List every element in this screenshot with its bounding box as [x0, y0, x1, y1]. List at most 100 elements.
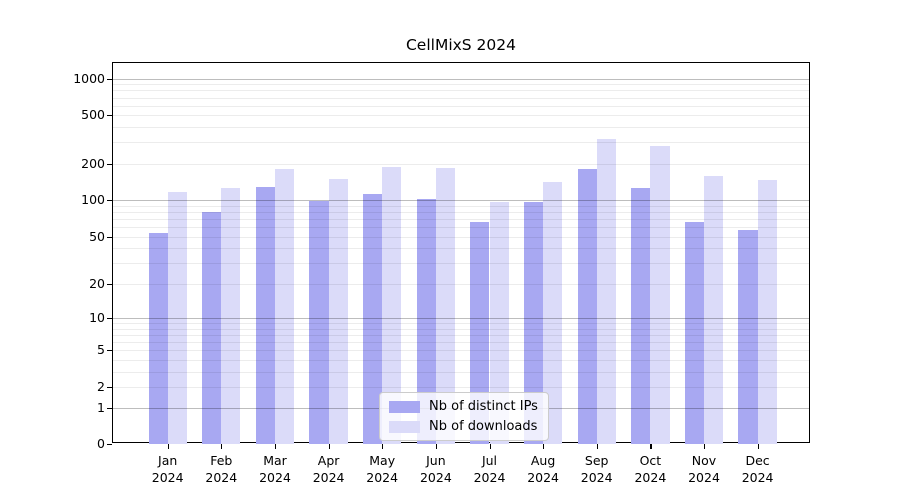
y-tick-mark-1: [107, 408, 112, 410]
x-tick-mark-dec: [757, 444, 759, 449]
x-tick-label-nov: Nov 2024: [688, 453, 720, 485]
bar-downloads-dec: [757, 180, 777, 444]
y-tick-mark-1000: [107, 78, 112, 80]
major-gridline-100: [113, 200, 809, 202]
y-tick-label-20: 20: [89, 275, 105, 291]
y-tick-label-5: 5: [97, 342, 105, 357]
minor-gridline-90: [113, 205, 809, 207]
bar-downloads-nov: [704, 176, 724, 444]
legend-swatch-downloads: [389, 420, 420, 433]
y-tick-mark-2: [107, 386, 112, 388]
minor-gridline-60: [113, 227, 809, 228]
minor-gridline-200: [113, 163, 809, 165]
minor-gridline-40: [113, 248, 809, 250]
x-tick-label-sep: Sep 2024: [580, 453, 613, 485]
minor-gridline-600: [113, 105, 809, 107]
minor-gridline-500: [113, 115, 809, 117]
y-tick-mark-50: [107, 236, 112, 238]
bar-downloads-jan: [167, 192, 187, 444]
bar-distinct-ips-aug: [523, 202, 544, 444]
legend: Nb of distinct IPs Nb of downloads: [379, 392, 549, 441]
bar-distinct-ips-nov: [684, 222, 704, 444]
y-tick-label-0: 0: [97, 436, 105, 451]
y-tick-mark-10: [107, 317, 112, 320]
bar-downloads-mar: [275, 168, 295, 444]
minor-gridline-80: [113, 212, 809, 213]
x-tick-mark-oct: [650, 444, 652, 449]
x-tick-label-jan: Jan 2024: [151, 453, 184, 485]
y-tick-label-2: 2: [97, 378, 105, 394]
bar-distinct-ips-oct: [631, 188, 651, 444]
x-tick-mark-aug: [543, 444, 545, 449]
legend-swatch-distinct-ips: [389, 400, 420, 413]
x-tick-label-may: May 2024: [366, 453, 399, 485]
minor-gridline-9: [113, 322, 809, 324]
x-tick-label-dec: Dec 2024: [741, 453, 774, 485]
x-tick-label-oct: Oct 2024: [634, 453, 667, 485]
x-tick-label-apr: Apr 2024: [312, 453, 345, 485]
x-tick-mark-apr: [328, 444, 330, 449]
legend-label-distinct-ips: Nb of distinct IPs: [429, 399, 538, 414]
x-tick-mark-sep: [596, 444, 598, 449]
x-tick-mark-jan: [167, 444, 169, 449]
minor-gridline-30: [113, 262, 809, 264]
bar-downloads-sep: [596, 138, 616, 444]
minor-gridline-4: [113, 359, 809, 361]
plot-area: Nb of distinct IPs Nb of downloads 0 1 2 5 1…: [73, 62, 810, 485]
y-tick-label-50: 50: [89, 228, 105, 244]
chart-title: CellMixS 2024: [405, 36, 517, 54]
major-gridline-1000: [113, 78, 809, 80]
y-tick-label-1000: 1000: [73, 70, 105, 86]
x-tick-label-feb: Feb 2024: [205, 453, 238, 485]
bar-distinct-ips-apr: [309, 200, 329, 444]
minor-gridline-5: [113, 350, 809, 351]
bar-distinct-ips-dec: [738, 229, 758, 444]
minor-gridline-7: [113, 334, 809, 336]
bar-distinct-ips-jul: [470, 222, 490, 444]
y-tick-mark-0: [107, 444, 112, 446]
minor-gridline-8: [113, 328, 809, 330]
y-tick-mark-20: [107, 283, 112, 285]
y-tick-mark-500: [107, 115, 112, 117]
y-tick-label-100: 100: [81, 192, 105, 208]
legend-item-distinct-ips: Nb of distinct IPs: [389, 399, 538, 414]
x-tick-mark-jun: [435, 444, 438, 449]
minor-gridline-800: [113, 90, 809, 92]
y-tick-label-500: 500: [81, 107, 105, 123]
bar-downloads-may: [382, 166, 402, 444]
bar-distinct-ips-may: [363, 193, 383, 444]
minor-gridline-400: [113, 127, 809, 129]
bar-downloads-jul: [489, 201, 509, 444]
bar-distinct-ips-jun: [416, 198, 436, 444]
x-tick-mark-jul: [489, 444, 491, 449]
bar-downloads-oct: [650, 145, 670, 444]
x-tick-label-jul: Jul 2024: [473, 453, 506, 485]
y-tick-mark-5: [107, 350, 112, 352]
x-tick-mark-mar: [275, 444, 277, 449]
bar-downloads-apr: [328, 179, 348, 444]
minor-gridline-2: [113, 386, 809, 388]
minor-gridline-900: [113, 84, 809, 86]
x-tick-mark-nov: [704, 444, 706, 449]
y-tick-label-10: 10: [89, 309, 105, 325]
y-tick-mark-200: [107, 163, 112, 165]
x-tick-mark-may: [382, 444, 384, 449]
legend-item-downloads: Nb of downloads: [389, 419, 538, 434]
x-tick-label-aug: Aug 2024: [527, 453, 559, 485]
minor-gridline-70: [113, 219, 809, 220]
legend-label-downloads: Nb of downloads: [429, 419, 538, 434]
bar-distinct-ips-mar: [255, 187, 275, 444]
minor-gridline-3: [113, 371, 809, 373]
minor-gridline-6: [113, 341, 809, 343]
bar-distinct-ips-feb: [202, 212, 222, 444]
x-tick-label-mar: Mar 2024: [259, 453, 291, 485]
x-tick-label-jun: Jun 2024: [419, 453, 452, 485]
bar-distinct-ips-sep: [577, 169, 597, 444]
bar-downloads-feb: [221, 187, 241, 444]
y-tick-label-200: 200: [81, 155, 105, 171]
minor-gridline-50: [113, 236, 809, 238]
bar-downloads-jun: [435, 167, 456, 444]
minor-gridline-20: [113, 283, 809, 285]
bar-distinct-ips-jan: [148, 232, 168, 444]
